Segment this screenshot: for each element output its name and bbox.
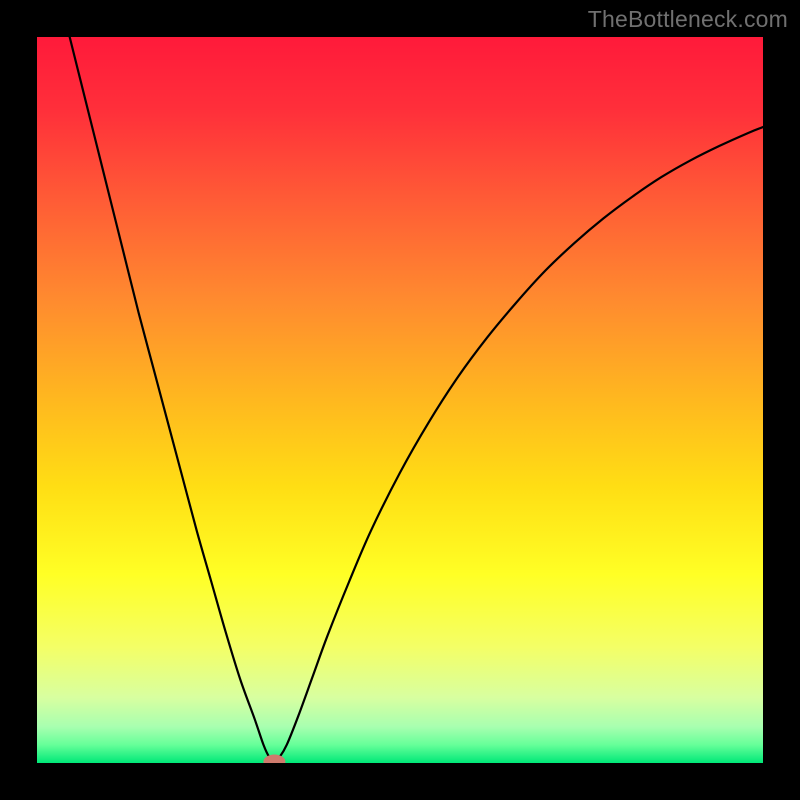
plot-area bbox=[37, 37, 763, 763]
vertex-marker bbox=[263, 755, 285, 763]
chart-frame bbox=[0, 0, 800, 800]
curve bbox=[37, 37, 763, 763]
watermark-text: TheBottleneck.com bbox=[588, 6, 788, 33]
